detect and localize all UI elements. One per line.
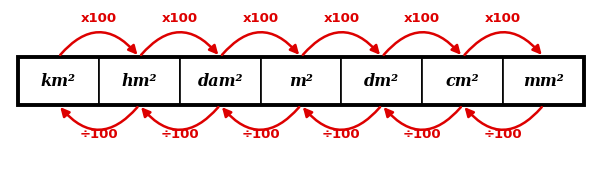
- Text: hm²: hm²: [122, 73, 157, 89]
- Text: ÷100: ÷100: [403, 128, 442, 142]
- Bar: [180, 57, 261, 105]
- Bar: [18, 57, 584, 105]
- Text: ÷100: ÷100: [322, 128, 361, 142]
- Text: cm²: cm²: [446, 73, 480, 89]
- Text: ÷100: ÷100: [79, 128, 118, 142]
- Text: x100: x100: [243, 13, 279, 25]
- Text: dam²: dam²: [197, 73, 243, 89]
- Text: ÷100: ÷100: [241, 128, 280, 142]
- Text: x100: x100: [323, 13, 359, 25]
- Bar: [261, 57, 341, 105]
- Bar: [18, 57, 99, 105]
- Text: mm²: mm²: [523, 73, 564, 89]
- Text: m²: m²: [289, 73, 313, 89]
- Text: x100: x100: [404, 13, 440, 25]
- Bar: [99, 57, 180, 105]
- Bar: [341, 57, 422, 105]
- Text: ÷100: ÷100: [484, 128, 523, 142]
- Text: ÷100: ÷100: [160, 128, 199, 142]
- Text: km²: km²: [41, 73, 76, 89]
- Text: x100: x100: [485, 13, 521, 25]
- Bar: [503, 57, 584, 105]
- Text: x100: x100: [162, 13, 198, 25]
- Text: dm²: dm²: [364, 73, 399, 89]
- Text: x100: x100: [81, 13, 117, 25]
- Bar: [422, 57, 503, 105]
